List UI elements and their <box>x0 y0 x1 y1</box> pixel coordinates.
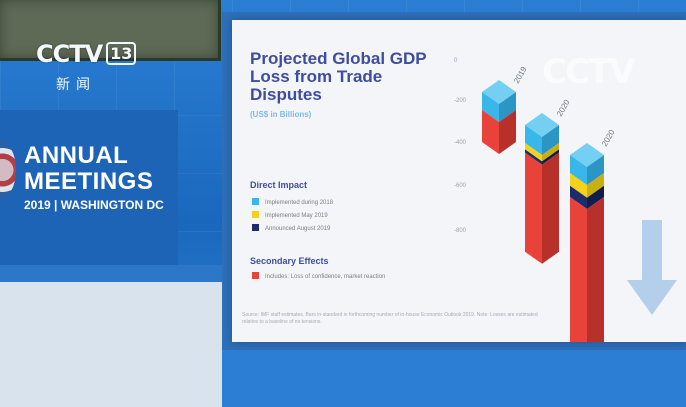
legend-label: Announced August 2019 <box>265 226 331 232</box>
bar-segment <box>542 125 559 155</box>
bar-segment <box>482 92 499 122</box>
legend-swatch <box>252 272 259 279</box>
legend-item-may-2019: Implemented May 2019 <box>252 211 328 219</box>
legend-item-aug-2019: Announced August 2019 <box>252 224 330 232</box>
panel-divider <box>0 265 225 283</box>
cctv-news-label: 新闻 <box>56 77 96 93</box>
legend-item-2018: Implemented during 2018 <box>252 198 333 206</box>
bar-segment <box>570 185 587 209</box>
legend-label: Includes: Loss of confidence, market rea… <box>265 274 386 280</box>
bar-segment <box>587 197 604 342</box>
y-tick-label: -200 <box>454 98 467 104</box>
bar-segment <box>587 185 604 209</box>
category-label: 2020 <box>555 98 572 118</box>
legend-swatch <box>252 198 259 205</box>
secondary-effects-heading: Secondary Effects <box>250 256 329 266</box>
down-arrow-icon <box>627 220 677 315</box>
bar-segment <box>499 92 516 122</box>
bar-segment <box>525 125 542 155</box>
bar-segment <box>587 173 604 198</box>
bar-segment <box>570 197 587 342</box>
cctv-logo-text: CCTV <box>36 40 103 68</box>
bar-segment <box>525 149 542 165</box>
cctv-watermark: CCTV <box>542 52 635 92</box>
bar-segment <box>570 173 587 198</box>
bar-segment <box>542 149 559 165</box>
source-note: Source: IMF staff estimates. Bars in-sta… <box>242 312 538 325</box>
bar-segment <box>525 143 542 162</box>
cctv-logo: CCTV 13 <box>36 40 137 68</box>
y-tick-label: -600 <box>454 183 467 189</box>
category-label: 2019 <box>512 65 529 85</box>
channel-number: 13 <box>106 42 137 65</box>
imf-logo-icon <box>0 140 16 200</box>
legend-label: Implemented May 2019 <box>265 213 328 219</box>
banner-line-1: ANNUAL <box>24 142 129 169</box>
bar-segment <box>542 143 559 162</box>
bar-segment <box>570 155 587 185</box>
lower-panel <box>0 282 225 407</box>
bar-segment <box>525 152 542 264</box>
bar-segment <box>499 110 516 154</box>
bar-segment <box>482 110 499 154</box>
screen-base <box>222 350 686 407</box>
y-tick-label: -800 <box>454 228 467 234</box>
slide-title: Projected Global GDP Loss from Trade Dis… <box>250 49 427 104</box>
banner-line-3: 2019 | WASHINGTON DC <box>24 198 164 212</box>
y-tick-label: 0 <box>454 58 458 64</box>
gdp-loss-chart: 2019 2020 2020 <box>482 65 617 342</box>
legend-swatch <box>252 211 259 218</box>
bar-segment <box>542 152 559 264</box>
legend-swatch <box>252 224 259 231</box>
direct-impact-heading: Direct Impact <box>250 180 308 190</box>
bar-segment <box>587 155 604 185</box>
y-tick-label: -400 <box>454 140 467 146</box>
banner-line-2: MEETINGS <box>24 168 154 195</box>
slide-subtitle: (US$ in Billions) <box>250 110 312 119</box>
category-label: 2020 <box>600 128 617 148</box>
projection-screen: Projected Global GDP Loss from Trade Dis… <box>232 20 686 342</box>
legend-label: Implemented during 2018 <box>265 200 334 206</box>
annual-meetings-banner: ANNUAL MEETINGS 2019 | WASHINGTON DC <box>0 110 178 265</box>
watermark-text: CCTV <box>542 52 635 92</box>
legend-item-secondary: Includes: Loss of confidence, market rea… <box>252 272 385 280</box>
overhead-monitor <box>0 0 221 61</box>
